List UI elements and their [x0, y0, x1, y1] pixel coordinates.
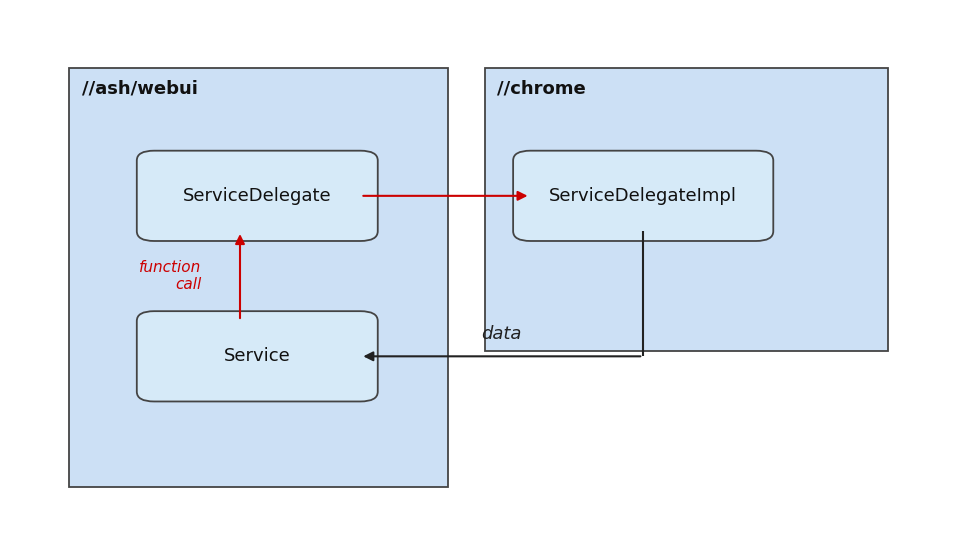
Text: data: data: [482, 325, 522, 343]
FancyBboxPatch shape: [69, 68, 448, 487]
Text: Service: Service: [224, 347, 291, 366]
Text: ServiceDelegateImpl: ServiceDelegateImpl: [549, 187, 737, 205]
FancyBboxPatch shape: [137, 151, 378, 241]
FancyBboxPatch shape: [513, 151, 773, 241]
FancyBboxPatch shape: [137, 311, 378, 401]
Text: ServiceDelegate: ServiceDelegate: [183, 187, 331, 205]
Text: function
call: function call: [139, 260, 202, 292]
FancyBboxPatch shape: [485, 68, 888, 351]
Text: //ash/webui: //ash/webui: [82, 80, 198, 98]
Text: //chrome: //chrome: [497, 80, 586, 98]
